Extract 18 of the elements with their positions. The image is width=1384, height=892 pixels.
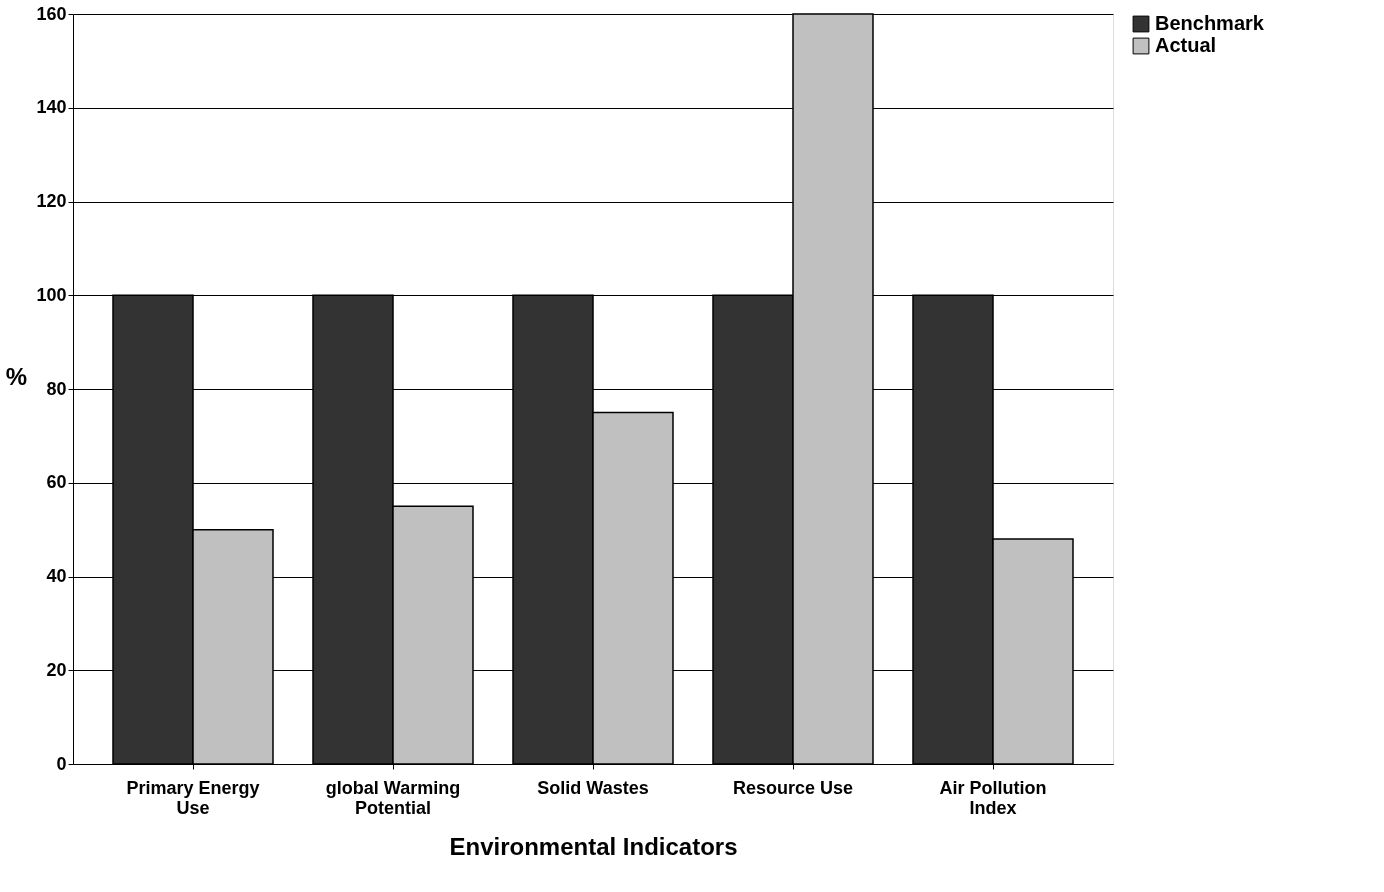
y-tick-label: 60 [46, 472, 67, 493]
y-axis-title: % [5, 362, 28, 390]
x-tick-label: Resource Use [732, 777, 854, 798]
x-axis-title: Environmental Indicators [449, 832, 738, 860]
y-tick-label: 20 [46, 659, 67, 680]
x-tick-label: Air Pollution Index [939, 777, 1047, 818]
y-tick-label: 120 [36, 191, 67, 211]
y-tick-label: 100 [36, 284, 67, 305]
y-tick-label: 80 [46, 378, 67, 399]
y-tick-label: 160 [36, 3, 67, 24]
legend-label: Benchmark [1155, 12, 1265, 34]
legend-label: Actual [1155, 34, 1217, 56]
x-tick-label: global Warming Potential [325, 777, 461, 818]
y-tick-label: 140 [36, 97, 67, 118]
x-tick-label: Primary Energy Use [126, 777, 260, 818]
y-tick-label: 40 [46, 566, 67, 586]
y-tick-label: 0 [56, 753, 67, 774]
x-tick-label: Solid Wastes [537, 777, 649, 798]
